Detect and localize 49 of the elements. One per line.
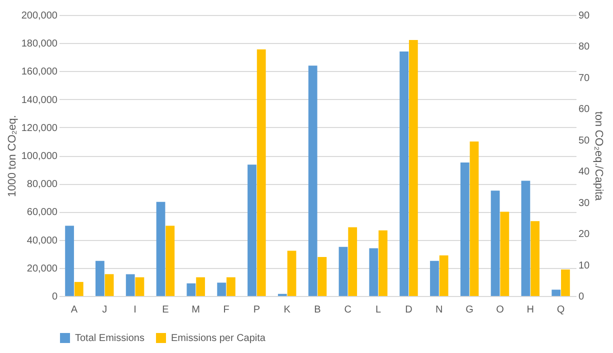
- y2-tick-label: 40: [578, 166, 590, 178]
- y2-tick-label: 80: [578, 42, 590, 53]
- y2-tick-label: 50: [578, 135, 590, 146]
- y-tick-label: 80,000: [26, 179, 58, 190]
- y2-tick-label: 20: [578, 229, 590, 240]
- y-tick-label: 20,000: [26, 263, 58, 274]
- x-tick-label: K: [284, 304, 291, 316]
- bar: [552, 290, 561, 296]
- y-axis-title: 1000 ton CO₂eq.: [6, 115, 18, 197]
- y-tick-label: 160,000: [21, 66, 58, 78]
- y-tick-label: 60,000: [26, 207, 58, 218]
- y-tick-label: 0: [52, 292, 58, 302]
- bar: [318, 256, 327, 296]
- x-tick-label: J: [102, 304, 108, 316]
- y2-tick-label: 30: [578, 198, 590, 209]
- y-tick-label: 180,000: [21, 38, 58, 50]
- x-tick-label: N: [436, 304, 443, 316]
- y-tick-label: 140,000: [21, 94, 58, 106]
- y-tick-label: 40,000: [26, 235, 58, 246]
- y2-tick-label: 10: [578, 260, 590, 272]
- x-tick-label: M: [192, 304, 200, 316]
- x-tick-label: H: [526, 304, 534, 316]
- y-tick-label: 120,000: [21, 122, 58, 134]
- x-tick-label: Q: [556, 304, 565, 316]
- x-tick-label: A: [70, 304, 78, 316]
- legend-label: Emissions per Capita: [171, 333, 266, 344]
- x-tick-label: E: [162, 304, 170, 316]
- bar: [561, 269, 570, 296]
- x-tick-label: D: [405, 304, 412, 316]
- x-tick-label: I: [134, 304, 136, 316]
- y2-tick-label: 90: [578, 10, 590, 22]
- y2-tick-label: 60: [578, 104, 590, 116]
- x-tick-label: B: [314, 304, 322, 316]
- bar: [287, 250, 296, 296]
- y-tick-label: 200,000: [21, 10, 58, 22]
- x-tick-label: L: [376, 304, 382, 316]
- bar: [74, 282, 84, 296]
- bar: [65, 226, 74, 296]
- y-tick-label: 100,000: [21, 151, 58, 162]
- legend-label: Total Emissions: [75, 333, 144, 344]
- y2-tick-label: 70: [578, 72, 590, 84]
- bar: [308, 66, 318, 296]
- x-tick-label: P: [253, 304, 260, 316]
- x-tick-label: C: [344, 304, 352, 316]
- y2-tick-label: 0: [578, 292, 584, 302]
- x-tick-label: O: [496, 304, 504, 316]
- x-tick-label: F: [223, 304, 230, 316]
- x-tick-label: G: [466, 304, 474, 316]
- y2-axis-title: ton CO₂eq./Capita: [592, 111, 605, 202]
